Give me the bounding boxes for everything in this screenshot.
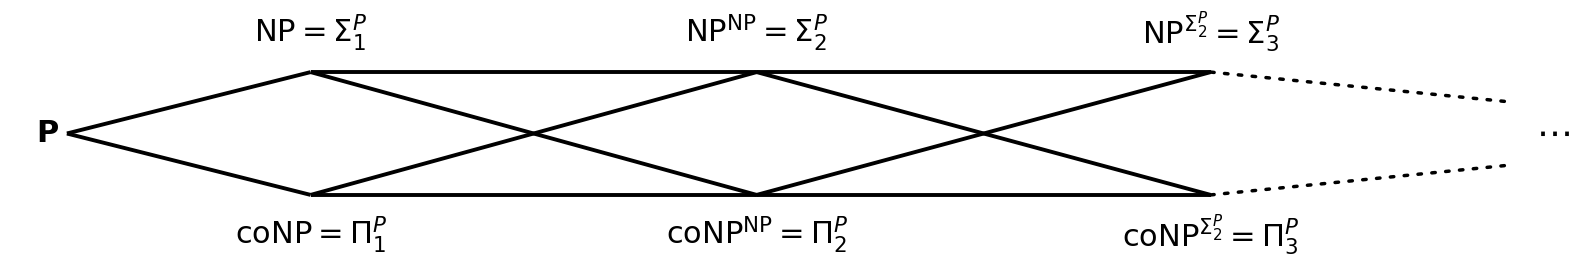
Text: $\mathrm{NP^{NP}} = \Sigma_2^P$: $\mathrm{NP^{NP}} = \Sigma_2^P$ — [685, 11, 828, 53]
Text: $\mathrm{coNP}^{\Sigma_2^P} = \Pi_3^P$: $\mathrm{coNP}^{\Sigma_2^P} = \Pi_3^P$ — [1121, 212, 1300, 258]
Text: $\mathrm{coNP^{NP}} = \Pi_2^P$: $\mathrm{coNP^{NP}} = \Pi_2^P$ — [666, 214, 847, 256]
Text: $\cdots$: $\cdots$ — [1536, 116, 1571, 151]
Text: $\mathrm{NP} = \Sigma_1^P$: $\mathrm{NP} = \Sigma_1^P$ — [255, 11, 366, 53]
Text: $\mathbf{P}$: $\mathbf{P}$ — [37, 118, 59, 149]
Text: $\mathrm{NP}^{\Sigma_2^P} = \Sigma_3^P$: $\mathrm{NP}^{\Sigma_2^P} = \Sigma_3^P$ — [1142, 9, 1279, 55]
Text: $\mathrm{coNP} = \Pi_1^P$: $\mathrm{coNP} = \Pi_1^P$ — [234, 214, 387, 256]
